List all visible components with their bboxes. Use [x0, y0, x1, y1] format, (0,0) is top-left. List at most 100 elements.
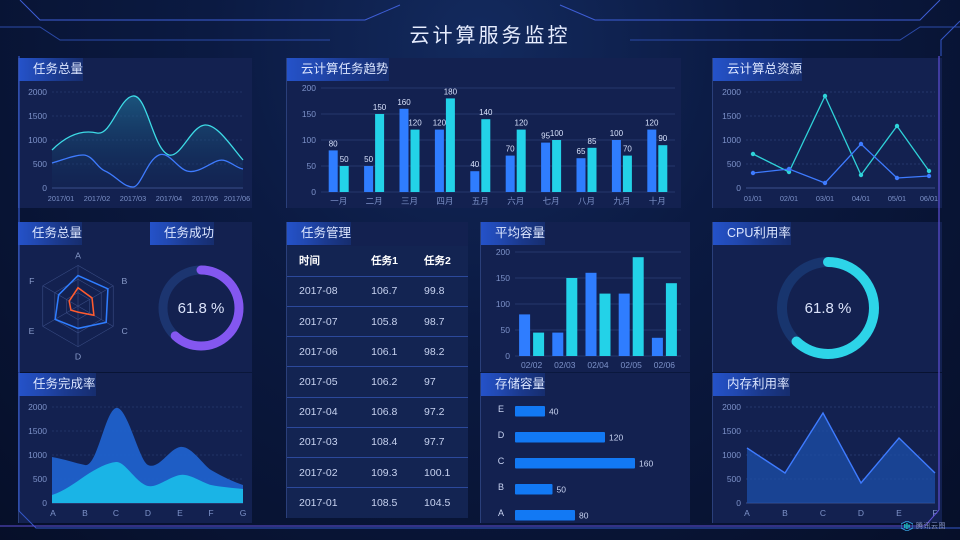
svg-text:C: C	[122, 326, 128, 336]
svg-text:D: D	[75, 351, 81, 361]
svg-text:2000: 2000	[28, 87, 47, 97]
svg-text:04/01: 04/01	[852, 194, 870, 203]
svg-text:B: B	[498, 482, 504, 492]
svg-text:A: A	[50, 508, 56, 518]
svg-text:2000: 2000	[722, 402, 741, 412]
svg-text:1000: 1000	[28, 450, 47, 460]
svg-text:E: E	[896, 508, 902, 518]
svg-text:02/02: 02/02	[521, 360, 543, 370]
svg-text:六月: 六月	[507, 196, 524, 206]
svg-text:2000: 2000	[28, 402, 47, 412]
svg-text:1500: 1500	[28, 426, 47, 436]
svg-text:B: B	[782, 508, 788, 518]
svg-text:61.8 %: 61.8 %	[178, 300, 225, 317]
svg-text:40: 40	[549, 407, 559, 417]
svg-text:0: 0	[42, 183, 47, 193]
svg-text:A: A	[498, 508, 504, 518]
svg-text:C: C	[820, 508, 826, 518]
svg-text:65: 65	[577, 147, 586, 156]
svg-text:E: E	[29, 326, 35, 336]
svg-text:三月: 三月	[401, 196, 418, 206]
svg-text:九月: 九月	[613, 196, 630, 206]
svg-text:120: 120	[408, 119, 422, 128]
svg-text:180: 180	[444, 87, 458, 96]
svg-text:C: C	[113, 508, 119, 518]
svg-text:100: 100	[496, 299, 510, 309]
svg-text:一月: 一月	[330, 196, 347, 206]
svg-text:02/06: 02/06	[654, 360, 676, 370]
svg-text:50: 50	[557, 485, 567, 495]
svg-text:七月: 七月	[543, 196, 560, 206]
svg-text:F: F	[932, 508, 937, 518]
svg-text:150: 150	[496, 273, 510, 283]
svg-text:40: 40	[470, 160, 479, 169]
svg-text:120: 120	[645, 119, 659, 128]
svg-text:05/01: 05/01	[888, 194, 906, 203]
svg-text:03/01: 03/01	[816, 194, 834, 203]
svg-text:500: 500	[33, 159, 47, 169]
svg-text:1500: 1500	[722, 426, 741, 436]
svg-text:50: 50	[307, 161, 317, 171]
svg-text:F: F	[208, 508, 213, 518]
svg-text:500: 500	[727, 474, 741, 484]
svg-text:160: 160	[397, 98, 411, 107]
svg-text:1000: 1000	[722, 135, 741, 145]
svg-text:500: 500	[33, 474, 47, 484]
svg-text:2017/01: 2017/01	[48, 194, 74, 203]
svg-text:A: A	[75, 251, 81, 261]
svg-text:1000: 1000	[722, 450, 741, 460]
svg-text:200: 200	[302, 83, 316, 93]
svg-text:01/01: 01/01	[744, 194, 762, 203]
svg-text:F: F	[29, 276, 34, 286]
svg-text:四月: 四月	[436, 196, 453, 206]
svg-text:A: A	[744, 508, 750, 518]
svg-text:G: G	[240, 508, 247, 518]
svg-text:06/01: 06/01	[920, 194, 938, 203]
svg-text:140: 140	[479, 108, 493, 117]
svg-text:2017/06: 2017/06	[224, 194, 250, 203]
svg-text:61.8 %: 61.8 %	[805, 300, 852, 317]
svg-text:二月: 二月	[366, 196, 383, 206]
svg-text:80: 80	[579, 511, 589, 521]
svg-text:500: 500	[727, 159, 741, 169]
svg-text:0: 0	[736, 498, 741, 508]
svg-text:八月: 八月	[578, 196, 595, 206]
svg-text:D: D	[858, 508, 864, 518]
svg-text:70: 70	[623, 145, 632, 154]
svg-text:02/04: 02/04	[587, 360, 609, 370]
svg-text:200: 200	[496, 247, 510, 257]
svg-text:02/03: 02/03	[554, 360, 576, 370]
svg-text:1500: 1500	[722, 111, 741, 121]
svg-text:160: 160	[639, 459, 653, 469]
svg-text:80: 80	[329, 139, 338, 148]
svg-text:D: D	[498, 430, 505, 440]
svg-text:D: D	[145, 508, 151, 518]
svg-text:2017/03: 2017/03	[120, 194, 146, 203]
svg-text:50: 50	[501, 325, 511, 335]
svg-text:90: 90	[658, 134, 667, 143]
svg-text:50: 50	[340, 155, 349, 164]
svg-text:70: 70	[506, 145, 515, 154]
svg-text:2017/04: 2017/04	[156, 194, 182, 203]
svg-text:100: 100	[550, 129, 564, 138]
svg-text:50: 50	[364, 155, 373, 164]
svg-text:E: E	[177, 508, 183, 518]
svg-text:0: 0	[42, 498, 47, 508]
svg-text:0: 0	[505, 351, 510, 361]
svg-text:2000: 2000	[722, 87, 741, 97]
svg-text:120: 120	[515, 119, 529, 128]
svg-text:C: C	[498, 456, 505, 466]
svg-text:120: 120	[433, 119, 447, 128]
svg-text:E: E	[498, 404, 504, 414]
svg-text:02/05: 02/05	[621, 360, 643, 370]
svg-text:0: 0	[736, 183, 741, 193]
svg-text:120: 120	[609, 433, 623, 443]
svg-text:五月: 五月	[472, 196, 489, 206]
svg-text:2017/02: 2017/02	[84, 194, 110, 203]
svg-text:0: 0	[311, 187, 316, 197]
svg-text:02/01: 02/01	[780, 194, 798, 203]
svg-text:100: 100	[302, 135, 316, 145]
svg-text:十月: 十月	[649, 196, 666, 206]
svg-text:1000: 1000	[28, 135, 47, 145]
svg-text:100: 100	[610, 129, 624, 138]
